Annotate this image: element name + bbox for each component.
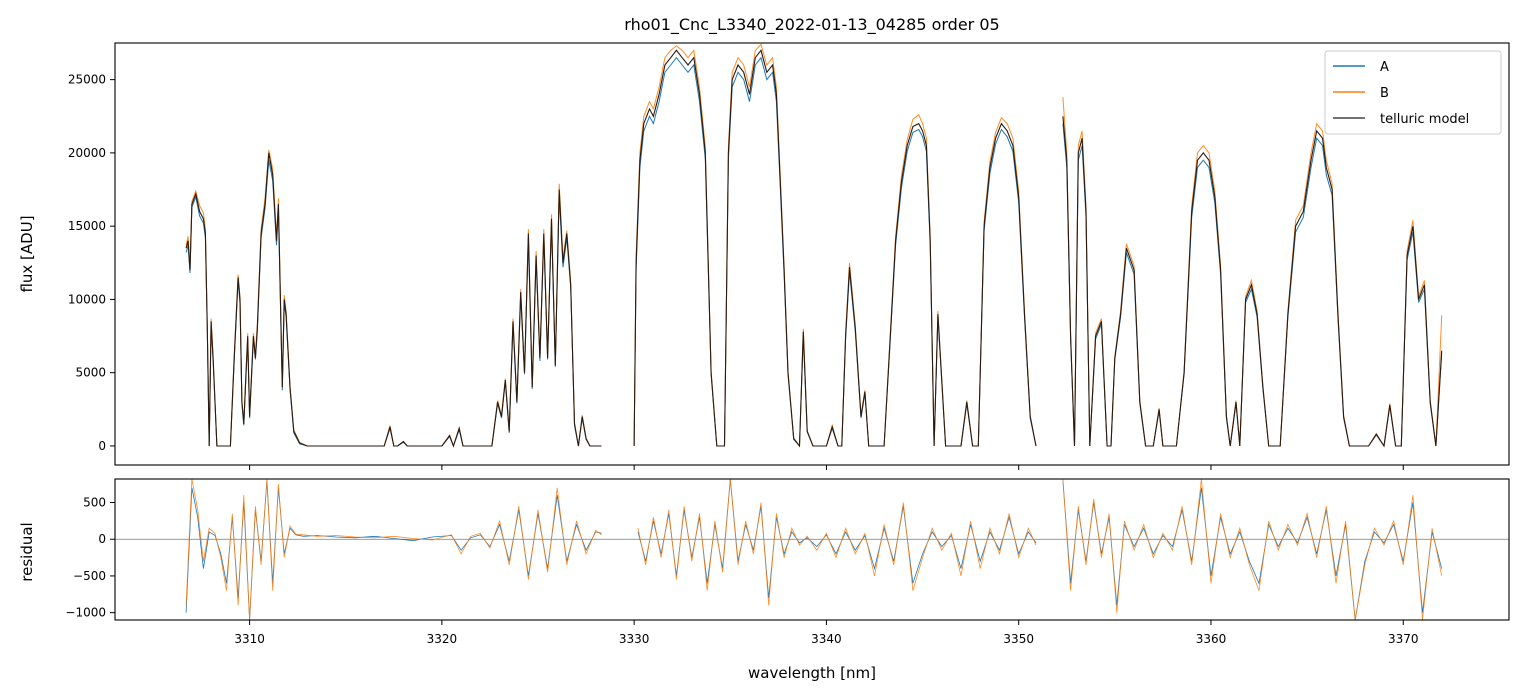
residual-b-segment-2 xyxy=(1062,479,1443,620)
legend-label-b: B xyxy=(1380,86,1389,101)
series-b-segment-0 xyxy=(185,149,602,448)
series-b-segment-1 xyxy=(633,43,1037,448)
bottom-y-ticks: −1000 −500 0 500 xyxy=(65,496,115,620)
legend-label-a: A xyxy=(1380,60,1389,75)
bottom-xtick-label: 3360 xyxy=(1196,632,1227,646)
legend-frame xyxy=(1324,50,1502,135)
x-axis-label: wavelength [nm] xyxy=(748,664,876,682)
bottom-ytick-label: −1000 xyxy=(65,606,106,620)
series-a-segment-0 xyxy=(185,160,602,448)
bottom-xtick-label: 3310 xyxy=(234,632,265,646)
bottom-x-ticks: 3310 3320 3330 3340 3350 3360 3370 xyxy=(234,620,1419,646)
bottom-xtick-label: 3340 xyxy=(811,632,842,646)
bottom-xtick-label: 3370 xyxy=(1388,632,1419,646)
bottom-axes-frame xyxy=(114,478,1510,621)
bottom-xtick-label: 3320 xyxy=(427,632,458,646)
top-series-group xyxy=(185,43,1443,448)
bottom-xtick-label: 3350 xyxy=(1003,632,1034,646)
chart-title: rho01_Cnc_L3340_2022-01-13_04285 order 0… xyxy=(624,15,999,35)
series-b-segment-2 xyxy=(1062,97,1443,448)
bottom-ytick-label: 500 xyxy=(83,496,106,510)
top-ytick-label: 25000 xyxy=(68,73,106,87)
top-y-axis-label: flux [ADU] xyxy=(18,215,36,292)
bottom-ytick-label: 0 xyxy=(98,532,106,546)
bottom-y-axis-label: residual xyxy=(18,522,36,581)
residual-a-segment-2 xyxy=(1062,480,1443,620)
bottom-series-group xyxy=(115,479,1509,620)
top-ytick-label: 10000 xyxy=(68,292,106,306)
bottom-xtick-label: 3330 xyxy=(619,632,650,646)
top-ytick-label: 20000 xyxy=(68,146,106,160)
telluric-model-segment-2 xyxy=(1062,116,1443,448)
top-ytick-label: 5000 xyxy=(75,366,106,380)
residual-b-segment-1 xyxy=(637,479,1037,606)
top-panel: 0 5000 10000 15000 20000 25000 flux [ADU] A B… xyxy=(18,42,1510,470)
series-a-segment-1 xyxy=(633,56,1037,448)
legend: A B telluric model xyxy=(1324,50,1502,135)
legend-label-model: telluric model xyxy=(1380,112,1469,127)
bottom-ytick-label: −500 xyxy=(73,569,106,583)
residual-a-segment-1 xyxy=(637,479,1037,599)
telluric-model-segment-1 xyxy=(633,49,1037,448)
residual-b-segment-0 xyxy=(185,479,602,620)
top-ytick-label: 15000 xyxy=(68,219,106,233)
telluric-model-segment-0 xyxy=(185,152,602,448)
top-axes-frame xyxy=(114,42,1510,466)
top-x-ticks xyxy=(249,465,1404,470)
top-y-ticks: 0 5000 10000 15000 20000 25000 xyxy=(68,73,115,453)
top-ytick-label: 0 xyxy=(98,439,106,453)
